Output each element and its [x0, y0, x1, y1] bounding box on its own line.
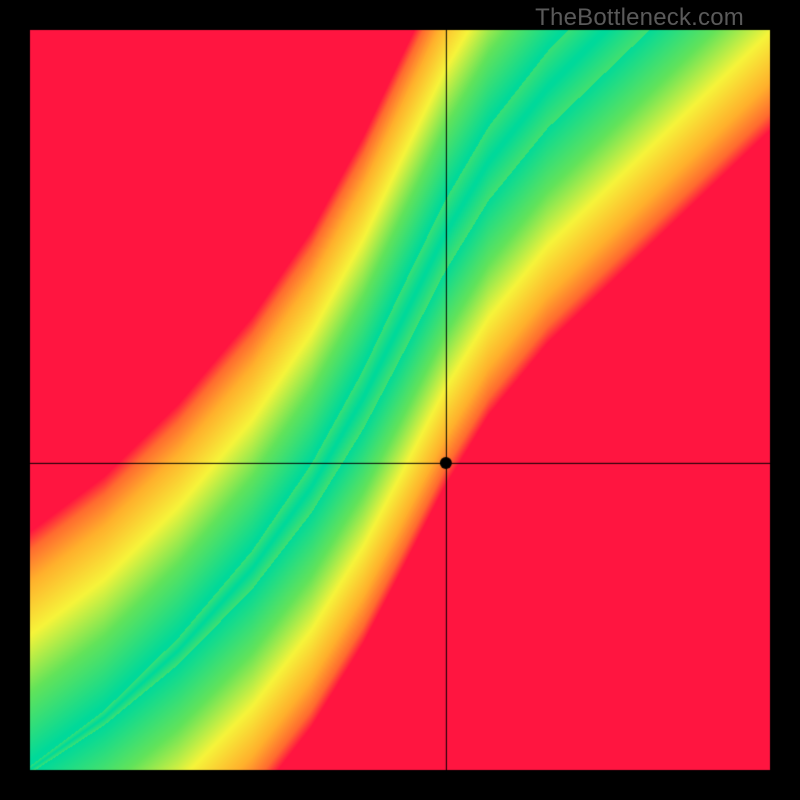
heatmap-canvas	[0, 0, 800, 800]
watermark-label: TheBottleneck.com	[535, 4, 744, 32]
chart-container: TheBottleneck.com	[0, 0, 800, 800]
